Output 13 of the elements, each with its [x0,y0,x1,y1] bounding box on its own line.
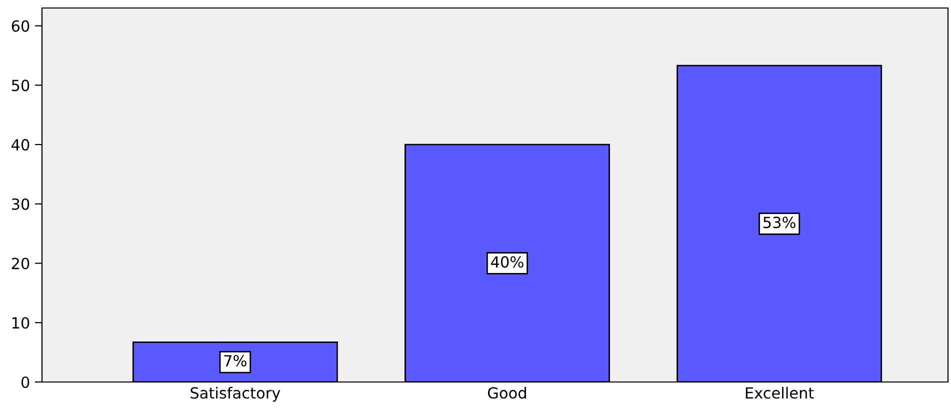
y-tick-label: 40 [12,139,30,151]
y-tick-label: 60 [12,20,30,32]
data-label: 53% [764,216,796,228]
x-tick-label: Satisfactory [190,386,280,402]
data-label: 7% [224,354,246,367]
x-tick-label: Good [488,386,526,399]
y-tick-label: 50 [12,80,30,92]
y-tick-label: 30 [12,198,30,210]
y-tick-label: 0 [21,376,30,388]
y-tick-label: 10 [12,317,30,329]
data-label: 40% [491,256,524,268]
x-tick-label: Excellent [746,386,814,399]
y-tick-label: 20 [12,258,30,270]
